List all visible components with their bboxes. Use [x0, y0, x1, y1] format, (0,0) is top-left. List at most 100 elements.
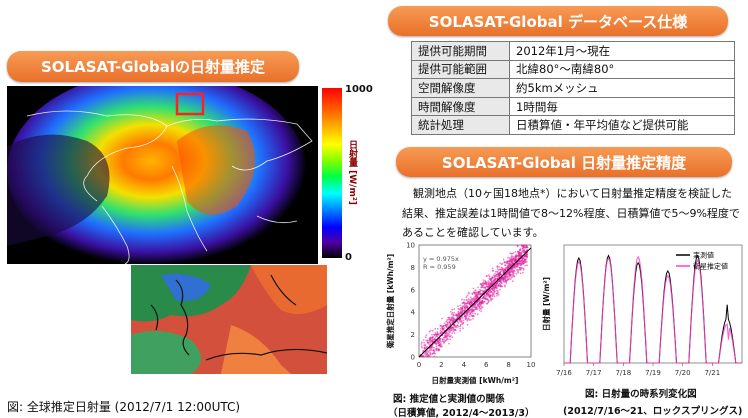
scatter-point — [504, 284, 506, 287]
scatter-point — [478, 305, 481, 308]
scatter-point — [453, 311, 456, 314]
scatter-point — [485, 295, 488, 298]
scatter-point — [459, 324, 462, 326]
scatter-point — [462, 319, 465, 322]
scatter-point — [508, 266, 510, 269]
scatter-point — [484, 288, 487, 291]
scatter-point — [468, 313, 471, 316]
scatter-point — [426, 355, 429, 358]
scatter-point — [519, 268, 522, 271]
scatter-point — [474, 306, 477, 308]
scatter-point — [423, 344, 426, 347]
scatter-point — [440, 325, 443, 328]
scatter-point — [509, 271, 511, 274]
scatter-point — [513, 269, 515, 272]
scatter-point — [478, 309, 481, 312]
scatter-point — [453, 308, 456, 310]
scatter-point — [483, 295, 485, 298]
scatter-point — [516, 244, 519, 247]
scatter-point — [512, 252, 515, 254]
scatter-point — [442, 325, 445, 327]
scatter-point — [503, 278, 505, 281]
scatter-point — [498, 269, 500, 271]
scatter-point — [445, 332, 447, 335]
scatter-caption-period: （日積算値, 2012/4～2013/3） — [388, 408, 535, 418]
scatter-point — [446, 325, 449, 327]
x-tick-label: 7/17 — [586, 369, 602, 377]
scatter-point — [427, 341, 429, 344]
scatter-point — [484, 280, 487, 282]
scatter-point — [480, 310, 483, 313]
scatter-point — [477, 286, 479, 289]
scatter-point — [422, 349, 425, 352]
y-axis-label: 衛星推定日射量 [kWh/m²] — [385, 254, 395, 349]
scatter-point — [457, 307, 460, 310]
scatter-point — [514, 251, 517, 253]
spec-value: 北緯80°～南緯80° — [509, 59, 735, 80]
scatter-point — [505, 266, 508, 269]
scatter-point — [459, 318, 462, 321]
scatter-point — [429, 341, 431, 344]
fit-line — [418, 247, 532, 358]
scatter-point — [491, 295, 494, 298]
scatter-point — [447, 321, 450, 324]
scatter-point — [485, 298, 487, 301]
scatter-point — [496, 292, 498, 295]
scatter-point — [450, 329, 453, 332]
scatter-point — [519, 272, 522, 275]
scatter-point — [492, 291, 494, 294]
scatter-point — [476, 295, 479, 298]
scatter-point — [491, 276, 493, 279]
scatter-point — [431, 329, 434, 332]
spec-key: 空間解像度 — [411, 78, 510, 98]
scatter-point — [463, 309, 466, 311]
scatter-point — [431, 352, 434, 355]
scatter-point — [449, 320, 451, 323]
scatter-point — [476, 305, 479, 307]
scatter-point — [505, 273, 508, 275]
scatter-point — [489, 296, 492, 299]
spec-value: 2012年1月～現在 — [509, 41, 735, 61]
scatter-point — [426, 352, 428, 355]
scatter-point — [475, 294, 478, 296]
scatter-point — [518, 250, 521, 253]
scatter-point — [448, 333, 450, 335]
scatter-point — [487, 301, 490, 303]
scatter-point — [490, 290, 493, 293]
scatter-point — [479, 283, 482, 285]
scatter-point — [512, 271, 515, 273]
scatter-point — [482, 282, 484, 285]
scatter-point — [497, 284, 500, 287]
scatter-point — [448, 321, 451, 324]
scatter-point — [439, 345, 442, 347]
scatter-point — [446, 319, 448, 321]
scatter-point — [521, 244, 524, 247]
scatter-point — [514, 261, 516, 263]
scatter-point — [482, 279, 485, 281]
scatter-point — [490, 288, 493, 290]
scatter-point — [466, 319, 469, 322]
scatter-point — [493, 294, 495, 296]
scatter-point — [490, 281, 493, 283]
scatter-point — [435, 342, 438, 345]
scatter-point — [494, 273, 496, 275]
scatter-point — [489, 298, 492, 300]
scatter-point — [522, 269, 525, 271]
scatter-point — [488, 275, 491, 278]
scatter-point — [496, 294, 498, 297]
scatter-point — [425, 334, 428, 336]
scatter-point — [469, 296, 472, 299]
scatter-point — [454, 329, 457, 332]
scatter-point — [432, 340, 434, 343]
scatter-point — [469, 308, 472, 311]
timeseries-caption-title: 図: 日射量の時系列変化図 — [585, 389, 697, 400]
global-estimate-banner: SOLASAT-Globalの日射量推定 — [7, 51, 299, 82]
spec-key: 時間解像度 — [411, 96, 510, 117]
scatter-point — [428, 355, 431, 357]
scatter-point — [494, 275, 496, 277]
scatter-point — [433, 346, 435, 349]
scatter-point — [490, 278, 493, 280]
timeseries-caption-period: (2012/7/16～21、ロックスプリングス) — [563, 406, 743, 417]
spec-value: 約5kmメッシュ — [509, 78, 735, 98]
scatter-point — [511, 280, 514, 282]
